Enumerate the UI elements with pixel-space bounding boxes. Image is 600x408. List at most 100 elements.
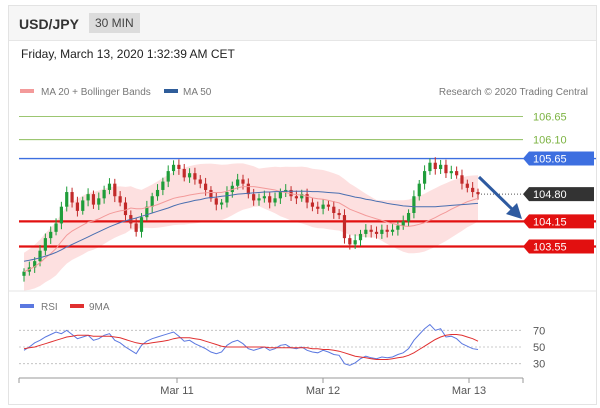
candle-body [257,198,261,201]
rsi-tick-label: 30 [533,359,545,371]
candle-body [252,194,256,201]
candle-body [305,194,309,203]
rsi-ma-line [23,334,479,360]
level-value-label: 104.80 [533,189,567,201]
candle-body [289,189,293,197]
candle-body [236,179,240,186]
candle-body [145,206,149,218]
candle-body [155,189,160,197]
candle-body [166,171,170,182]
candle-body [241,179,245,184]
candle-body [209,189,213,199]
copyright-label: Research © 2020 Trading Central [439,87,588,98]
rsi-ma-legend-swatch [70,304,84,308]
candle-body [38,250,42,262]
candle-body [460,175,464,184]
candle-body [220,202,224,205]
rsi-legend-swatch [20,304,34,308]
ma20-legend-swatch [20,89,34,93]
candle-body [171,164,176,172]
candle-body [369,229,373,232]
candle-body [412,196,416,213]
candle-body [193,173,197,180]
candle-body [91,194,96,205]
ma20-legend-label: MA 20 + Bollinger Bands [41,87,151,98]
candle-body [342,215,347,239]
resistance-value-label: 106.65 [533,112,567,124]
candle-body [225,192,229,203]
candle-body [70,192,74,203]
ma50-line [23,190,479,262]
rsi-legend-label: RSI [41,302,58,313]
candle-body [348,238,352,245]
level-tag-shape [523,151,594,166]
candle-body [54,223,58,232]
candle-body [465,183,469,188]
resistance-value-label: 106.10 [533,135,567,147]
candle-body [380,229,384,234]
candle-body [204,183,208,190]
candle-body [401,221,405,226]
candle-body [118,196,122,203]
candle-body [198,179,202,184]
timeframe-badge[interactable]: 30 MIN [89,13,140,33]
candle-body [187,173,192,178]
rsi-ma-legend-label: 9MA [89,302,110,313]
candle-body [358,233,363,241]
moving-averages [23,186,479,273]
candle-body [139,217,144,232]
candle-body [417,183,421,197]
candle-body [161,181,165,190]
candle-body [113,183,117,197]
candle-body [396,225,400,230]
candle-body [444,164,448,174]
candle-body [471,187,475,193]
level-tag-shape [523,187,594,202]
candle-body [364,229,368,234]
candle-body [316,206,320,209]
x-tick-label: Mar 13 [452,385,486,397]
candle-body [75,202,80,211]
candle-body [300,194,304,199]
date-label: Friday, March 13, 2020 1:32:39 AM CET [21,47,235,61]
candle-body [43,238,47,251]
ma50-legend-swatch [164,89,178,93]
bollinger-band-area [24,163,478,291]
candle-body [86,194,90,201]
candle-body [422,171,427,184]
ma50-legend-label: MA 50 [183,87,212,98]
candle-body [59,206,63,224]
price-levels [19,116,596,248]
candle-body [428,162,432,172]
candle-body [326,204,331,207]
candle-body [246,183,250,195]
candles [22,157,480,282]
level-labels: 106.65 106.10 105.65 104.80 104.15 103.55 [523,112,594,254]
candle-body [107,183,112,190]
candle-body [278,192,282,199]
candle-body [294,196,298,199]
candle-body [374,231,379,234]
candle-body [337,212,341,216]
candle-body [49,231,53,239]
rsi-line [23,323,479,366]
candle-body [97,198,101,205]
candle-body [262,196,266,199]
candle-body [433,162,437,170]
candle-body [123,202,128,216]
candle-body [177,164,181,170]
candle-body [449,171,453,174]
x-tick-label: Mar 12 [306,385,340,397]
rsi-tick-label: 70 [533,325,545,337]
bollinger-bands [24,163,478,291]
candle-body [230,185,234,193]
candle-body [65,192,69,207]
rsi-panel: 70 50 30 [19,323,545,371]
candle-body [268,196,272,203]
ma20-line [23,186,479,273]
forecast-arrow [477,175,522,219]
level-tag-shape [523,239,594,254]
candle-body [332,206,336,213]
candle-body [33,261,37,268]
